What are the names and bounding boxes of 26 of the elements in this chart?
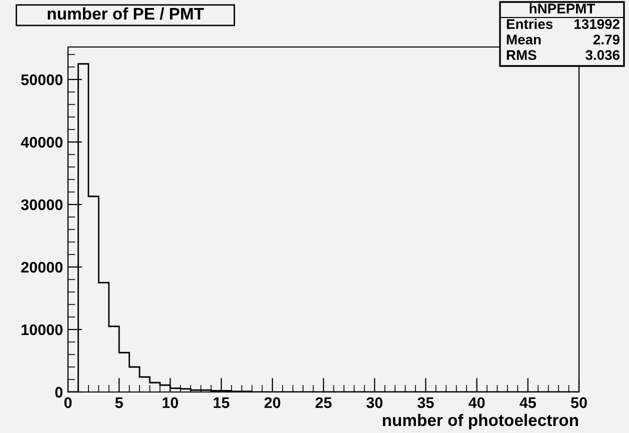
annotation: RMS: [506, 50, 536, 60]
x-tick-label: 45: [520, 397, 536, 408]
x-tick-label: 35: [418, 397, 434, 408]
x-tick-label: 50: [570, 397, 587, 408]
x-tick-label: 25: [316, 397, 332, 408]
x-tick-label: 10: [162, 397, 178, 408]
y-tick-label: 40000: [20, 136, 63, 148]
x-tick-label: 20: [264, 397, 280, 408]
text: Entries: [506, 18, 553, 29]
x-axis-title: number of photoelectron: [382, 414, 578, 430]
y-tick-label: 30000: [21, 199, 63, 210]
text: Mean: [506, 34, 541, 44]
x-tick-label: 30: [366, 397, 382, 408]
text: 131992: [574, 19, 620, 29]
y-tick-label: 50000: [21, 74, 63, 86]
text: 2.79: [593, 34, 620, 44]
y-tick-label: 10000: [22, 324, 63, 336]
chart-title: number of PE / PMT: [48, 7, 204, 20]
y-tick-label: 0: [55, 386, 63, 398]
x-tick-label: 15: [214, 397, 230, 408]
text: hNPEPMT: [530, 3, 596, 14]
y-tick-label: 20000: [21, 262, 63, 273]
x-tick-label: 5: [115, 397, 123, 408]
x-tick-label: 0: [64, 397, 72, 408]
text: 3.036: [586, 50, 620, 60]
x-tick-label: 40: [468, 397, 485, 408]
